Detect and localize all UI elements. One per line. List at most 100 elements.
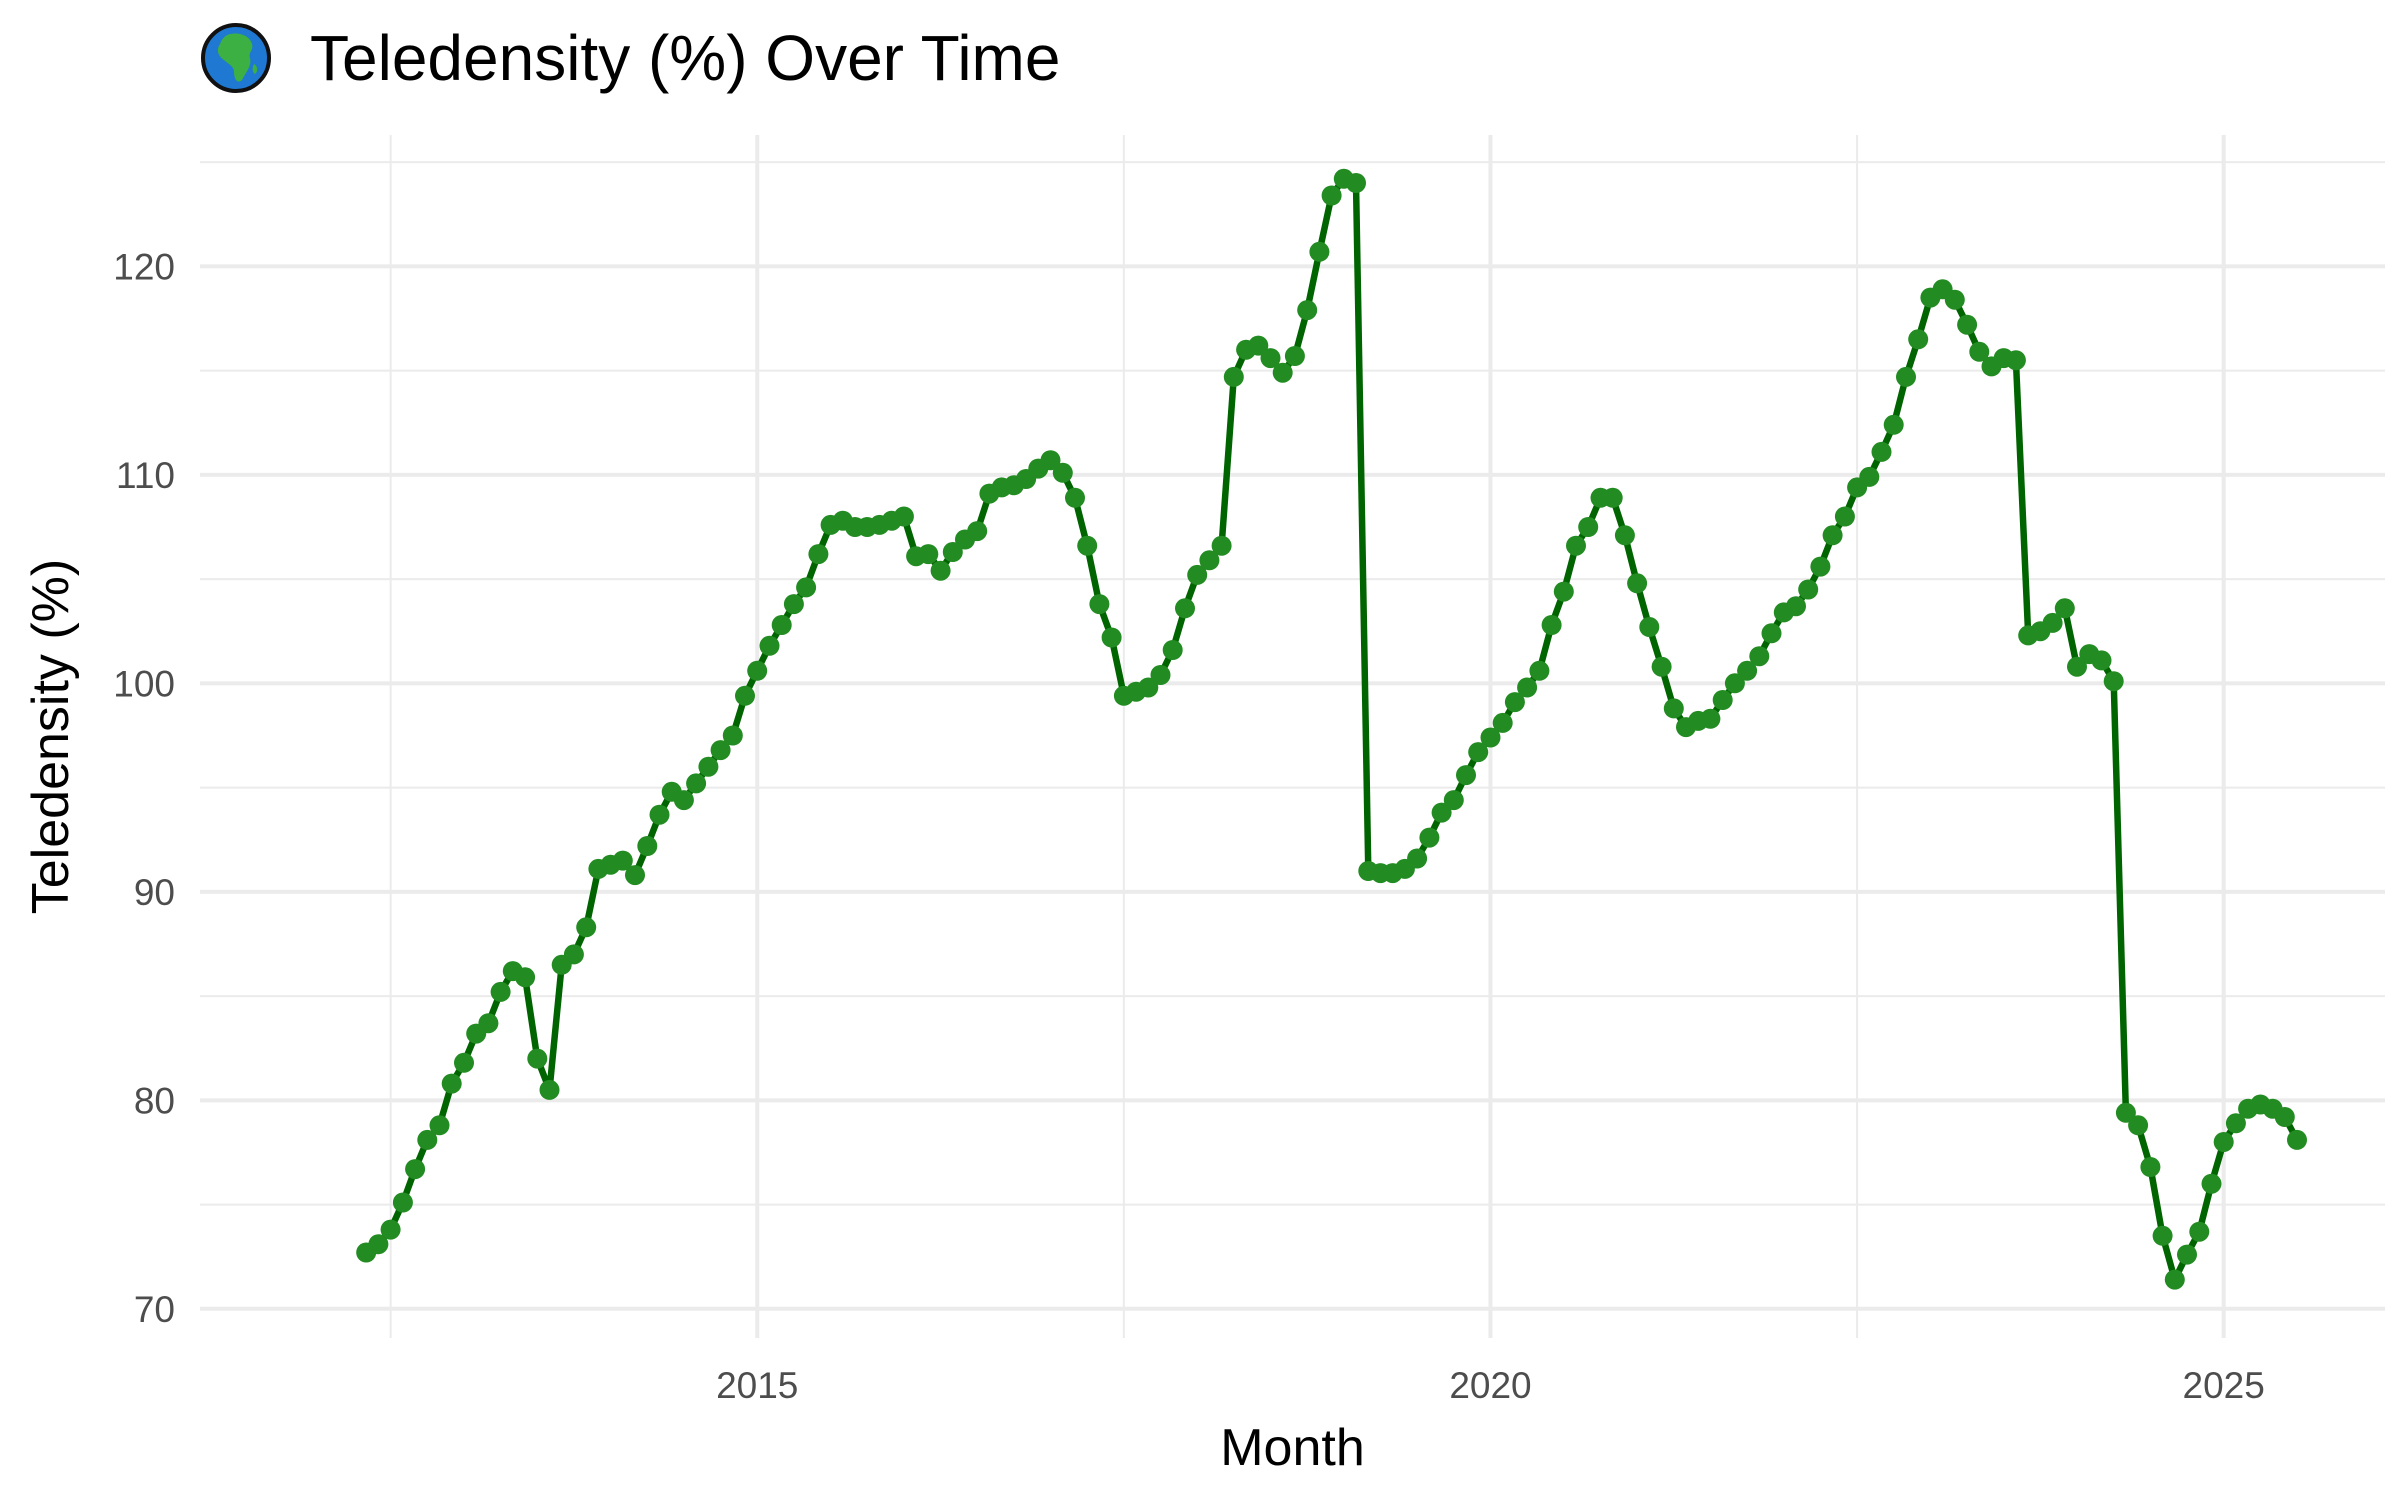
data-point [893,506,914,527]
data-point [1578,517,1599,537]
data-point [1614,525,1635,546]
data-point [1944,289,1965,310]
data-point [2164,1269,2185,1290]
data-point [1480,727,1501,748]
data-point [747,660,768,681]
x-axis-tick-labels: 2015 2020 2025 [716,1365,2265,1406]
data-point [1492,712,1513,733]
data-point [2103,671,2124,692]
data-point [1101,627,1122,648]
data-point [1162,640,1183,660]
data-point [1297,300,1318,321]
data-point [2287,1129,2307,1150]
data-point [2067,656,2087,677]
data-point [735,685,755,706]
data-point [673,790,694,811]
x-tick-label: 2025 [2183,1365,2265,1406]
minor-gridlines [200,135,2385,1338]
data-point [637,836,658,856]
data-point [2042,612,2063,633]
data-point [1639,617,1660,637]
data-point [1346,173,1366,193]
data-point [1211,535,1232,556]
data-point [1456,765,1476,786]
data-point [2225,1113,2246,1134]
data-point [1504,692,1525,713]
data-point [1260,348,1281,369]
data-point [2115,1102,2136,1123]
data-point [1248,335,1269,356]
data-point [2213,1132,2234,1152]
data-point [942,542,963,562]
data-point [539,1079,560,1100]
data-point [1199,550,1220,571]
data-point [2177,1244,2197,1265]
data-point [1896,366,1916,387]
data-point [1517,677,1538,698]
series-points [356,168,2307,1290]
data-point [1724,673,1745,694]
data-point [1529,660,1550,681]
data-point [1468,742,1489,763]
data-point [771,615,792,635]
data-point [405,1159,426,1180]
data-point [1077,535,1098,556]
major-gridlines [200,135,2385,1338]
data-point [1871,441,1892,462]
y-tick-label: 100 [113,663,175,704]
data-point [1969,341,1990,362]
data-point [710,740,731,761]
y-tick-label: 120 [113,246,175,287]
data-point [722,725,743,746]
data-point [2005,350,2026,371]
data-point [2274,1107,2295,1127]
x-tick-label: 2020 [1449,1365,1531,1406]
data-point [1651,656,1672,677]
data-point [1798,579,1819,600]
data-point [1223,366,1244,387]
data-point [1822,525,1843,546]
data-point [759,635,780,656]
data-point [490,981,511,1002]
data-point [454,1052,474,1073]
data-point [2128,1115,2149,1136]
data-point [1431,802,1452,823]
y-axis-tick-labels: 70 80 90 100 110 120 [113,246,175,1329]
series-line [364,175,2300,1283]
data-point [1065,487,1085,508]
data-point [1700,708,1721,729]
data-point [1627,573,1648,594]
data-point [2152,1225,2173,1246]
data-point [2054,598,2075,619]
data-point [1761,623,1782,644]
data-point [429,1115,450,1136]
x-tick-label: 2015 [716,1365,798,1406]
data-point [563,944,584,965]
data-point [967,521,988,542]
data-point [612,850,633,871]
data-point [1883,414,1904,435]
data-point [1272,362,1293,383]
data-point [625,865,645,886]
data-point [1712,690,1733,710]
data-point [930,560,951,581]
data-point [649,804,670,825]
data-point [478,1013,499,1034]
data-point [796,577,817,598]
data-point [2091,650,2112,671]
y-tick-label: 90 [134,872,175,913]
y-tick-label: 110 [116,455,175,496]
chart-title-row: Teledensity (%) Over Time [200,18,1060,98]
data-point [1284,346,1305,366]
data-point [515,967,536,988]
data-point [417,1129,438,1150]
data-point [1541,615,1562,635]
data-point [1602,487,1623,508]
data-point [1786,596,1806,617]
data-point [1187,564,1208,585]
data-point [576,917,597,938]
data-point [1957,314,1978,335]
data-point [1908,329,1929,350]
data-point [918,544,939,565]
data-point [1089,594,1110,615]
